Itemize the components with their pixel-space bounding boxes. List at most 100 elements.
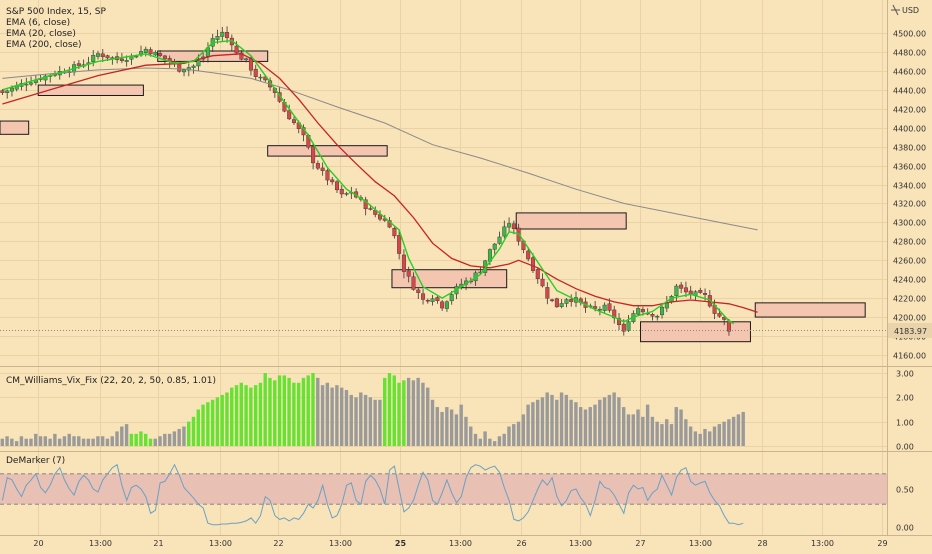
candle-body xyxy=(344,193,349,195)
candle-body xyxy=(421,293,426,300)
price-tick-4260: 4260.00 xyxy=(893,257,926,266)
vix-bar xyxy=(144,433,148,446)
candle-body xyxy=(679,284,684,289)
vix-bar xyxy=(397,382,401,446)
vix-bar xyxy=(564,394,569,446)
candle-body xyxy=(492,243,497,250)
vix-bar xyxy=(631,414,635,446)
vix-bar xyxy=(120,426,124,446)
vix-bar xyxy=(665,419,669,446)
candle-body xyxy=(392,228,397,237)
candle-body xyxy=(507,223,512,228)
vix-bar xyxy=(148,438,153,446)
ema20-line[interactable] xyxy=(2,53,758,313)
candle-body xyxy=(291,119,296,123)
sr-zone-3 xyxy=(267,145,388,157)
vix-bar xyxy=(478,438,482,446)
vix-bar xyxy=(163,433,167,446)
vix-bar xyxy=(187,421,191,446)
vix-bar xyxy=(607,394,612,446)
last-price-label: 4183.97 xyxy=(894,327,927,336)
demarker-line[interactable] xyxy=(1,463,744,526)
vix-bar xyxy=(182,426,186,446)
ema200-line[interactable] xyxy=(2,67,758,231)
price-tick-4480: 4480.00 xyxy=(893,49,926,58)
candle-body xyxy=(143,48,148,53)
candle-body xyxy=(258,76,263,79)
candle-body xyxy=(91,54,96,62)
vix-bar xyxy=(196,409,200,446)
vix-bar xyxy=(531,402,535,446)
candle-body xyxy=(612,309,617,319)
vix-bar xyxy=(583,409,588,446)
vix-bar xyxy=(727,419,731,446)
candle-body xyxy=(29,82,34,85)
candle-body xyxy=(526,250,531,260)
candle-body xyxy=(449,294,454,302)
scale-settings-icon[interactable] xyxy=(891,4,900,16)
candle-body xyxy=(617,318,622,325)
vix-bar xyxy=(139,431,143,446)
legend-ema20[interactable]: EMA (20, close) xyxy=(6,29,76,39)
chart-title[interactable]: S&P 500 Index, 15, SP xyxy=(6,7,106,17)
vix-bar xyxy=(19,436,24,446)
vix-bar xyxy=(497,436,502,446)
vix-bar xyxy=(569,399,573,446)
legend-ema200[interactable]: EMA (200, close) xyxy=(6,40,82,50)
vix-bar xyxy=(445,407,449,446)
vix-bar xyxy=(134,433,138,446)
vix-bar xyxy=(722,421,726,446)
candle-body xyxy=(655,315,660,318)
vix-bar xyxy=(105,438,110,446)
vix-bar xyxy=(454,414,459,446)
time-axis: 20 13:00 21 13:00 22 13:00 25 13:00 26 13:00 27 13:… xyxy=(33,539,887,548)
candle-body xyxy=(215,35,220,40)
vix-bar xyxy=(550,394,554,446)
ema6-line[interactable] xyxy=(2,39,735,325)
candle-body xyxy=(239,52,244,60)
candle-body xyxy=(726,320,731,332)
price-tick-4300: 4300.00 xyxy=(893,219,926,228)
vix-bar xyxy=(512,424,516,446)
vix-bar xyxy=(220,394,224,446)
candle-body xyxy=(636,308,641,315)
vix-tick-1: 1.00 xyxy=(896,419,914,428)
currency-label[interactable]: USD xyxy=(902,6,919,15)
vix-bar xyxy=(736,414,741,446)
vix-bar xyxy=(540,397,545,446)
vix-tick-0: 0.00 xyxy=(896,443,914,452)
time-tick-0: 20 xyxy=(33,539,43,548)
vix-bar xyxy=(698,433,702,446)
candle-body xyxy=(225,32,230,38)
vix-bar xyxy=(86,438,91,446)
candle-body xyxy=(24,83,29,86)
candle-body xyxy=(311,146,316,164)
vix-fix-label[interactable]: CM_Williams_Vix_Fix (22, 20, 2, 50, 0.85… xyxy=(6,376,216,386)
legend-ema6[interactable]: EMA (6, close) xyxy=(6,18,70,28)
vix-bar xyxy=(535,399,540,446)
vix-bar xyxy=(177,428,181,446)
vix-bar xyxy=(72,436,76,446)
vix-bar xyxy=(191,416,196,446)
price-tick-4500: 4500.00 xyxy=(893,30,926,39)
candle-body xyxy=(244,58,249,60)
demarker-label[interactable]: DeMarker (7) xyxy=(6,456,65,466)
vix-bar xyxy=(301,377,306,446)
time-tick-9: 13:00 xyxy=(569,539,592,548)
vix-bar xyxy=(277,375,282,446)
candle-body xyxy=(325,170,330,181)
vix-bar xyxy=(411,380,416,446)
vix-bar xyxy=(320,385,325,446)
vix-bar xyxy=(469,426,473,446)
vix-bar xyxy=(473,433,478,446)
candle-body xyxy=(186,67,191,71)
time-tick-14: 29 xyxy=(877,539,887,548)
candle-body xyxy=(550,299,555,301)
candle-body xyxy=(502,226,507,237)
vix-bar xyxy=(0,438,5,446)
vix-bar xyxy=(96,436,100,446)
vix-bar xyxy=(53,433,57,446)
vix-bar xyxy=(292,382,296,446)
vix-bar xyxy=(273,380,277,446)
demarker-tick-0.5: 0.50 xyxy=(896,486,914,495)
